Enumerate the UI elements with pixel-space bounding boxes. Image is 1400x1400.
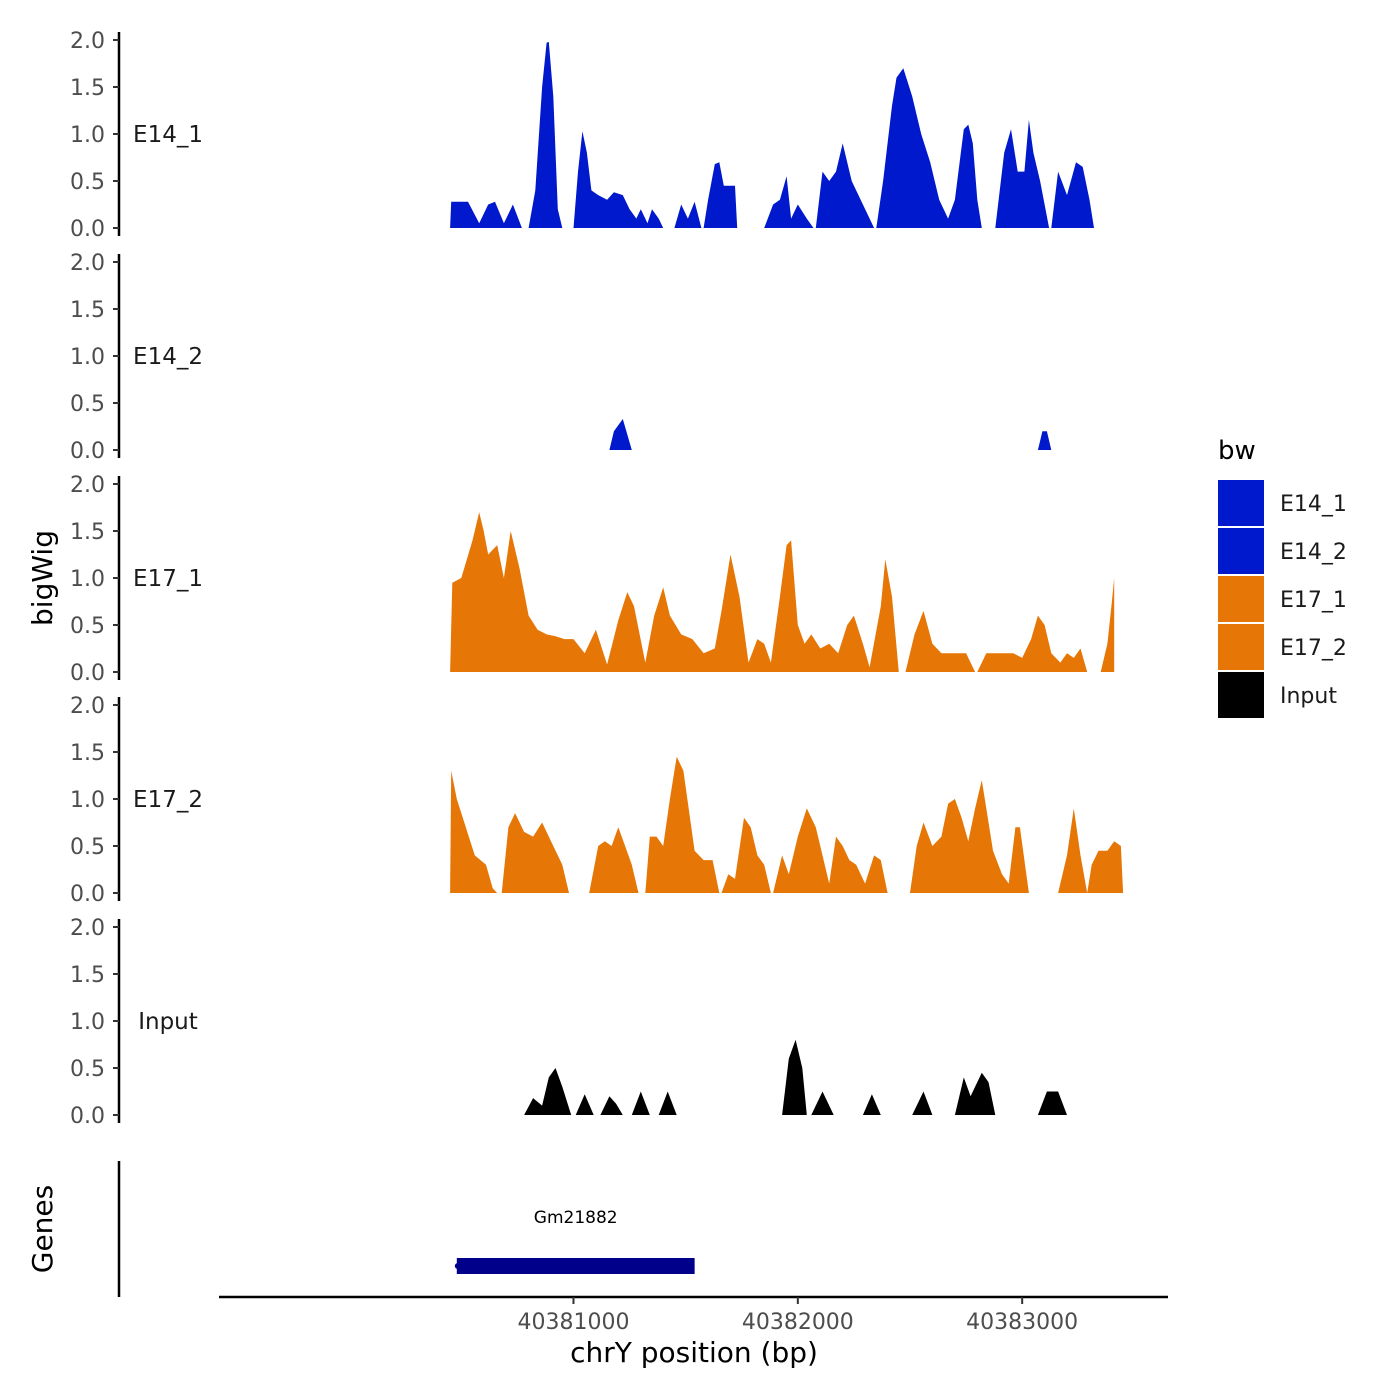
track-panel-e14_2: 0.0 0.5 1.0 1.5 2.0 E14_2 <box>70 251 1052 464</box>
legend-label: E17_1 <box>1280 588 1347 613</box>
y-tick-label: 2.0 <box>70 29 105 54</box>
y-tick-label: 1.0 <box>70 788 105 813</box>
x-tick-label: 40382000 <box>742 1310 854 1335</box>
legend-item-e14_2: E14_2 <box>1218 528 1347 574</box>
y-tick-label: 0.5 <box>70 170 105 195</box>
y-tick-label: 0.5 <box>70 392 105 417</box>
gene-strand-marker <box>454 1263 461 1269</box>
y-tick-label: 1.5 <box>70 76 105 101</box>
coverage-area-input <box>524 1039 1067 1115</box>
x-tick-label: 40381000 <box>517 1310 629 1335</box>
legend-item-e17_1: E17_1 <box>1218 576 1347 622</box>
y-axis-title: bigWig <box>26 530 59 626</box>
legend-swatch <box>1218 672 1264 718</box>
track-label: Input <box>138 1009 198 1035</box>
y-tick-label: 0.0 <box>70 217 105 242</box>
coverage-area-e17_2 <box>450 756 1124 893</box>
y-tick-label: 1.0 <box>70 123 105 148</box>
track-label: E14_2 <box>133 344 203 370</box>
genes-axis-title: Genes <box>26 1185 59 1273</box>
legend-item-e14_1: E14_1 <box>1218 480 1347 526</box>
x-axis-title: chrY position (bp) <box>570 1336 818 1369</box>
legend: E14_1 E14_2 E17_1 E17_2 Input <box>1218 480 1347 718</box>
legend-swatch <box>1218 576 1264 622</box>
y-tick-label: 1.5 <box>70 298 105 323</box>
legend-swatch <box>1218 528 1264 574</box>
gene-bar <box>456 1258 695 1274</box>
tracks-layer: 0.0 0.5 1.0 1.5 2.0 E14_1 0.0 0.5 1.0 1.5 2.0 E14_2… <box>70 29 1124 1129</box>
y-tick-label: 1.0 <box>70 567 105 592</box>
genes-panel: Gm21882 <box>117 1161 695 1297</box>
legend-swatch <box>1218 624 1264 670</box>
y-tick-label: 2.0 <box>70 251 105 276</box>
track-panel-e17_2: 0.0 0.5 1.0 1.5 2.0 E17_2 <box>70 694 1124 907</box>
y-tick-label: 1.5 <box>70 741 105 766</box>
legend-swatch <box>1218 480 1264 526</box>
y-tick-label: 0.0 <box>70 661 105 686</box>
y-tick-label: 0.0 <box>70 439 105 464</box>
y-tick-label: 1.0 <box>70 1010 105 1035</box>
coverage-area-e17_1 <box>450 512 1115 672</box>
y-tick-label: 2.0 <box>70 694 105 719</box>
legend-label: E17_2 <box>1280 636 1347 661</box>
y-tick-label: 2.0 <box>70 916 105 941</box>
y-tick-label: 2.0 <box>70 473 105 498</box>
legend-title: bw <box>1218 436 1256 466</box>
y-tick-label: 0.0 <box>70 1104 105 1129</box>
legend-item-e17_2: E17_2 <box>1218 624 1347 670</box>
gene-label: Gm21882 <box>534 1208 618 1228</box>
track-label: E17_2 <box>133 787 203 813</box>
y-tick-label: 1.5 <box>70 963 105 988</box>
x-tick-label: 40383000 <box>966 1310 1078 1335</box>
y-tick-label: 0.5 <box>70 835 105 860</box>
legend-item-input: Input <box>1218 672 1337 718</box>
y-tick-label: 0.5 <box>70 1057 105 1082</box>
legend-label: E14_1 <box>1280 492 1347 517</box>
legend-label: E14_2 <box>1280 540 1347 565</box>
track-panel-e17_1: 0.0 0.5 1.0 1.5 2.0 E17_1 <box>70 473 1115 686</box>
x-axis: 40381000 40382000 40383000 <box>219 1295 1168 1335</box>
coverage-area-e14_2 <box>609 419 1052 450</box>
y-tick-label: 0.0 <box>70 882 105 907</box>
track-label: E14_1 <box>133 122 203 148</box>
legend-label: Input <box>1280 684 1337 709</box>
y-tick-label: 0.5 <box>70 614 105 639</box>
y-tick-label: 1.0 <box>70 345 105 370</box>
track-panel-e14_1: 0.0 0.5 1.0 1.5 2.0 E14_1 <box>70 29 1095 242</box>
track-panel-input: 0.0 0.5 1.0 1.5 2.0 Input <box>70 916 1067 1129</box>
y-tick-label: 1.5 <box>70 520 105 545</box>
track-label: E17_1 <box>133 566 203 592</box>
coverage-area-e14_1 <box>450 41 1095 229</box>
